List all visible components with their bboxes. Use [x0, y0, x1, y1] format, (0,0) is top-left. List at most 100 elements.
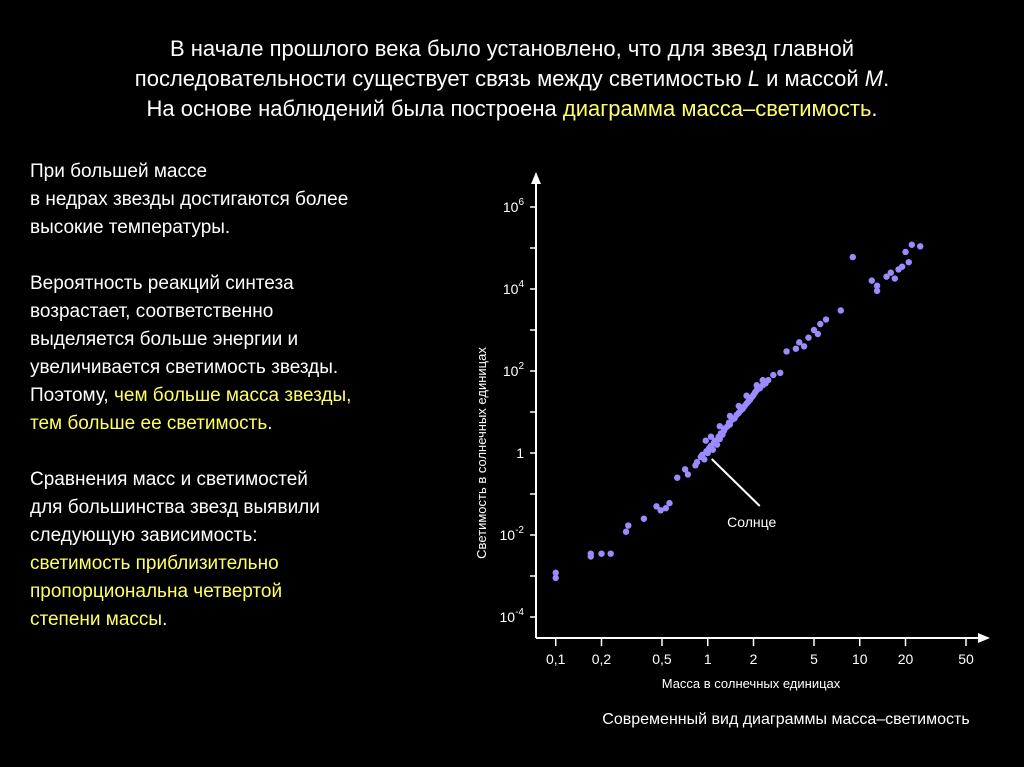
data-point [735, 402, 742, 410]
data-point [810, 326, 818, 334]
text-plain: Поэтому, [30, 385, 114, 406]
heading-line-2-mid: и массой [759, 66, 865, 91]
sun-label: Солнце [727, 514, 776, 530]
data-point [552, 569, 559, 576]
heading-line-2: последовательности существует связь межд… [60, 64, 964, 94]
heading: В начале прошлого века было установлено,… [60, 34, 964, 124]
text-plain: . [267, 413, 273, 434]
heading-line-3-end: . [871, 96, 878, 121]
data-point [653, 503, 660, 510]
y-axis-arrow [531, 172, 541, 184]
x-tick-label: 0,1 [546, 651, 566, 667]
y-tick-label: 10-4 [500, 607, 525, 625]
data-point [666, 499, 673, 507]
data-point [891, 275, 898, 282]
data-point [743, 392, 750, 399]
heading-line-3-text: На основе наблюдений была построена [146, 96, 563, 121]
text-highlight: светимость приблизительно [30, 553, 279, 574]
text-line: следующую зависимость: [30, 525, 258, 546]
data-point [783, 348, 790, 355]
y-tick-label: 1 [516, 445, 524, 461]
heading-line-2-end: . [883, 66, 890, 91]
data-point [657, 507, 664, 514]
y-tick-label: 10-2 [500, 525, 525, 543]
chart-annotation: Солнце [711, 458, 777, 530]
text-line: При большей массе [30, 161, 208, 182]
data-point [716, 423, 723, 430]
text-highlight: степени массы [30, 609, 163, 630]
data-point [674, 474, 681, 481]
heading-line-2-text: последовательности существует связь межд… [134, 66, 748, 91]
data-point [726, 412, 734, 420]
text-line: в недрах звезды достигаются более [30, 189, 349, 210]
data-point [887, 269, 894, 276]
text-line: Поэтому, чем больше масса звезды, [30, 382, 430, 410]
data-point [625, 522, 632, 529]
text-line: выделяется больше энергии и [30, 329, 299, 350]
data-point [800, 343, 808, 350]
text-highlight: пропорциональна четвертой [30, 581, 283, 602]
chart-points [552, 241, 924, 582]
x-tick-label: 10 [852, 651, 868, 667]
text-highlight: тем больше ее светимость [30, 413, 268, 434]
paragraph-fusion: Вероятность реакций синтеза возрастает, … [30, 270, 430, 438]
data-point [873, 282, 881, 289]
text-line: тем больше ее светимость. [30, 410, 430, 438]
heading-line-1: В начале прошлого века было установлено,… [170, 36, 854, 61]
data-point [707, 433, 715, 440]
data-point [873, 287, 881, 295]
data-point [681, 466, 689, 473]
x-tick-label: 2 [750, 651, 758, 667]
sun-pointer-line [711, 458, 761, 507]
data-point [701, 456, 708, 463]
heading-line-3: На основе наблюдений была построена диаг… [60, 94, 964, 124]
text-line: возрастает, соответственно [30, 301, 274, 322]
y-axis-label: Светимость в солнечных единицах [474, 347, 489, 559]
data-point [662, 505, 670, 512]
text-line: степени массы. [30, 606, 430, 634]
diagram-name-highlight: диаграмма масса–светимость [562, 96, 872, 121]
data-point [822, 316, 830, 323]
data-point [640, 515, 648, 522]
x-axis-label: Масса в солнечных единицах [662, 676, 841, 691]
data-point [792, 345, 800, 352]
x-axis-arrow [978, 633, 990, 643]
x-tick-label: 50 [958, 651, 974, 667]
data-point [902, 248, 909, 256]
data-point [693, 458, 701, 466]
data-point [702, 437, 709, 444]
data-point [765, 376, 772, 384]
explanation-text: При большей массе в недрах звезды достиг… [30, 158, 430, 634]
data-point [598, 550, 605, 557]
data-point [905, 259, 912, 266]
data-point [684, 471, 692, 478]
text-plain: . [162, 609, 168, 630]
x-tick-label: 0,5 [652, 651, 672, 667]
text-line: Сравнения масс и светимостей [30, 469, 308, 490]
data-point [814, 330, 822, 338]
text-line: увеличивается светимость звезды. [30, 357, 339, 378]
data-point [753, 382, 760, 389]
data-point [713, 441, 721, 448]
data-point [898, 263, 906, 270]
data-point [805, 334, 812, 341]
data-point [552, 574, 559, 582]
data-point [837, 307, 844, 314]
y-tick-label: 102 [503, 361, 525, 379]
data-point [622, 528, 630, 535]
luminosity-symbol: L [747, 66, 760, 91]
data-point [868, 277, 875, 284]
data-point [796, 339, 803, 346]
data-point [777, 369, 784, 377]
data-point [709, 446, 717, 453]
text-highlight: чем больше масса звезды, [114, 385, 352, 406]
text-line: Вероятность реакций синтеза [30, 273, 294, 294]
data-point [883, 273, 890, 280]
text-line: для большинства звезд выявили [30, 497, 320, 518]
y-tick-label: 104 [503, 279, 525, 297]
x-tick-label: 20 [898, 651, 914, 667]
data-point [770, 371, 777, 379]
paragraph-conclusion: Сравнения масс и светимостей для большин… [30, 466, 430, 634]
data-point [587, 550, 594, 557]
